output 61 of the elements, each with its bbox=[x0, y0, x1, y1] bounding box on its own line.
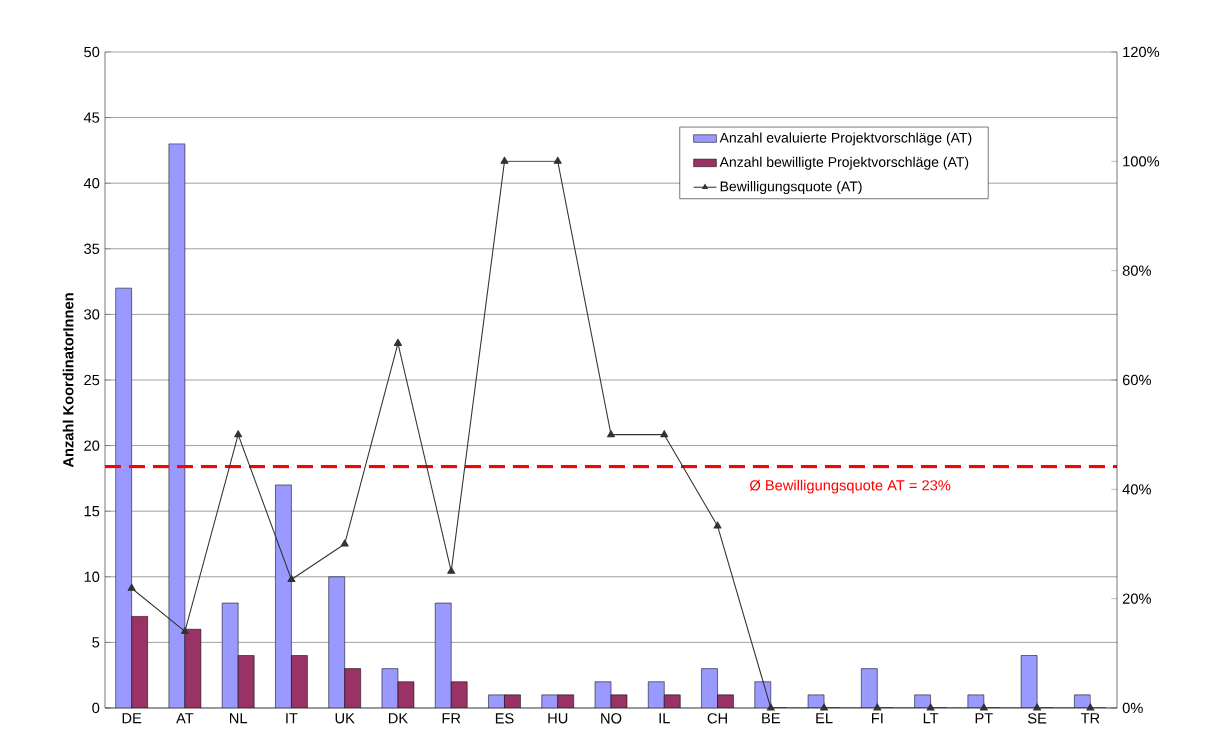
point bbox=[660, 430, 669, 438]
y2-tick-label: 120% bbox=[1123, 46, 1160, 58]
x-tick-label: DE bbox=[122, 713, 142, 724]
point bbox=[766, 703, 775, 711]
x-tick-label: ES bbox=[495, 713, 514, 724]
y2-tick-label: 60% bbox=[1122, 374, 1151, 386]
legend-label: Anzahl bewilligte Projektvorschläge (AT) bbox=[719, 156, 969, 170]
annotation: Ø Bewilligungsquote AT = 23% bbox=[749, 479, 951, 494]
x-tick-label: DK bbox=[388, 713, 408, 724]
x-tick-label: AT bbox=[176, 713, 194, 724]
point bbox=[180, 626, 189, 634]
x-tick-label: PT bbox=[975, 713, 993, 724]
legend-label: Anzahl evaluierte Projektvorschläge (AT) bbox=[719, 132, 972, 146]
y-tick-label: 30 bbox=[84, 309, 100, 320]
x-tick-label: IL bbox=[659, 713, 670, 724]
point bbox=[393, 338, 402, 346]
point bbox=[820, 703, 829, 711]
y2-tick-label: 0% bbox=[1122, 702, 1143, 714]
point bbox=[926, 703, 935, 711]
x-tick-label: TR bbox=[1080, 713, 1100, 724]
x-tick-label: EL bbox=[816, 713, 833, 724]
y2-tick-label: 100% bbox=[1123, 156, 1160, 167]
point bbox=[234, 430, 243, 438]
point bbox=[1033, 703, 1042, 711]
point bbox=[873, 703, 882, 711]
y2-tick-label: 80% bbox=[1122, 265, 1151, 276]
point bbox=[553, 156, 562, 164]
point bbox=[713, 521, 722, 529]
y2-tick-label: 40% bbox=[1122, 484, 1151, 495]
y-tick-label: 20 bbox=[84, 440, 100, 451]
x-tick-label: CH bbox=[707, 713, 727, 724]
x-tick-label: IT bbox=[286, 713, 298, 724]
y-tick-label: 45 bbox=[83, 112, 100, 123]
y-axis-title: Anzahl KoordinatorInnen bbox=[62, 293, 74, 468]
point bbox=[340, 539, 349, 547]
y-tick-label: 0 bbox=[92, 702, 100, 714]
y-tick-label: 15 bbox=[84, 506, 100, 517]
point bbox=[447, 566, 456, 574]
point bbox=[607, 430, 616, 438]
x-tick-label: LT bbox=[923, 713, 939, 724]
legend-label: Bewilligungsquote (AT) bbox=[720, 181, 862, 195]
x-tick-label: FR bbox=[442, 713, 461, 724]
x-tick-label: BE bbox=[762, 713, 780, 724]
x-tick-label: NO bbox=[601, 713, 622, 724]
x-tick-label: NL bbox=[230, 713, 248, 724]
y-tick-label: 50 bbox=[84, 46, 100, 58]
y-tick-label: 10 bbox=[84, 571, 100, 582]
x-tick-label: HU bbox=[548, 713, 568, 724]
point bbox=[1086, 703, 1095, 711]
y-tick-label: 25 bbox=[84, 374, 100, 386]
point bbox=[979, 703, 988, 711]
x-tick-label: FI bbox=[872, 713, 883, 724]
point bbox=[287, 574, 296, 583]
point bbox=[127, 583, 136, 591]
y-tick-label: 40 bbox=[83, 178, 100, 189]
y-tick-label: 35 bbox=[84, 243, 100, 254]
point bbox=[500, 156, 509, 164]
y2-tick-label: 20% bbox=[1122, 593, 1151, 604]
x-tick-label: SE bbox=[1028, 713, 1047, 724]
x-tick-label: UK bbox=[335, 713, 355, 724]
y-tick-label: 5 bbox=[92, 637, 100, 648]
